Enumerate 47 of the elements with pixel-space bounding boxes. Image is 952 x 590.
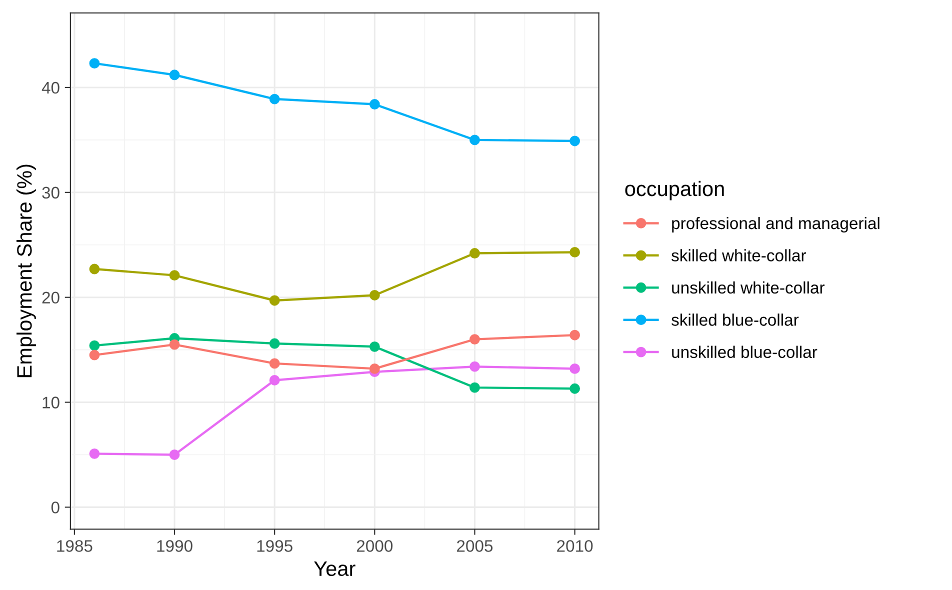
point xyxy=(369,341,380,352)
point xyxy=(369,290,380,300)
point xyxy=(470,134,480,146)
x-tick-label: 1995 xyxy=(257,540,292,552)
point xyxy=(470,382,480,393)
y-tick-label: 0 xyxy=(51,502,60,514)
point xyxy=(269,295,280,306)
point xyxy=(570,247,580,258)
legend-label: unskilled blue-collar xyxy=(672,346,818,358)
legend-label: unskilled white-collar xyxy=(672,281,825,294)
point xyxy=(470,334,480,345)
point xyxy=(89,340,100,351)
legend-title: occupation xyxy=(625,180,724,200)
point xyxy=(369,363,380,374)
point xyxy=(570,383,580,394)
point xyxy=(89,350,100,360)
point xyxy=(470,248,480,258)
point xyxy=(369,99,380,110)
point xyxy=(269,375,280,386)
x-tick-label: 1985 xyxy=(57,540,92,552)
point xyxy=(269,358,280,369)
y-tick-label: 30 xyxy=(42,186,60,199)
point xyxy=(570,330,580,340)
y-axis-title: Employment Share (%) xyxy=(16,164,36,378)
x-tick-label: 1990 xyxy=(157,540,192,552)
point xyxy=(169,70,180,80)
point xyxy=(570,136,580,146)
point xyxy=(269,338,280,349)
x-tick-label: 2005 xyxy=(457,540,493,552)
legend-label: skilled white-collar xyxy=(672,249,806,262)
legend-label: professional and managerial xyxy=(672,216,880,233)
point xyxy=(169,270,180,281)
y-tick-label: 20 xyxy=(42,292,60,304)
point xyxy=(470,361,480,372)
y-tick-label: 40 xyxy=(42,82,60,94)
point xyxy=(169,450,180,460)
point xyxy=(169,339,180,350)
legend-label: skilled blue-collar xyxy=(672,314,799,326)
point xyxy=(89,58,100,69)
x-axis-title: Year xyxy=(314,562,356,576)
x-tick-label: 2000 xyxy=(356,540,393,552)
point xyxy=(269,94,280,104)
point xyxy=(89,264,100,274)
point xyxy=(89,448,100,459)
y-tick-label: 10 xyxy=(42,396,60,408)
x-tick-label: 2010 xyxy=(557,540,593,552)
point xyxy=(570,363,580,374)
